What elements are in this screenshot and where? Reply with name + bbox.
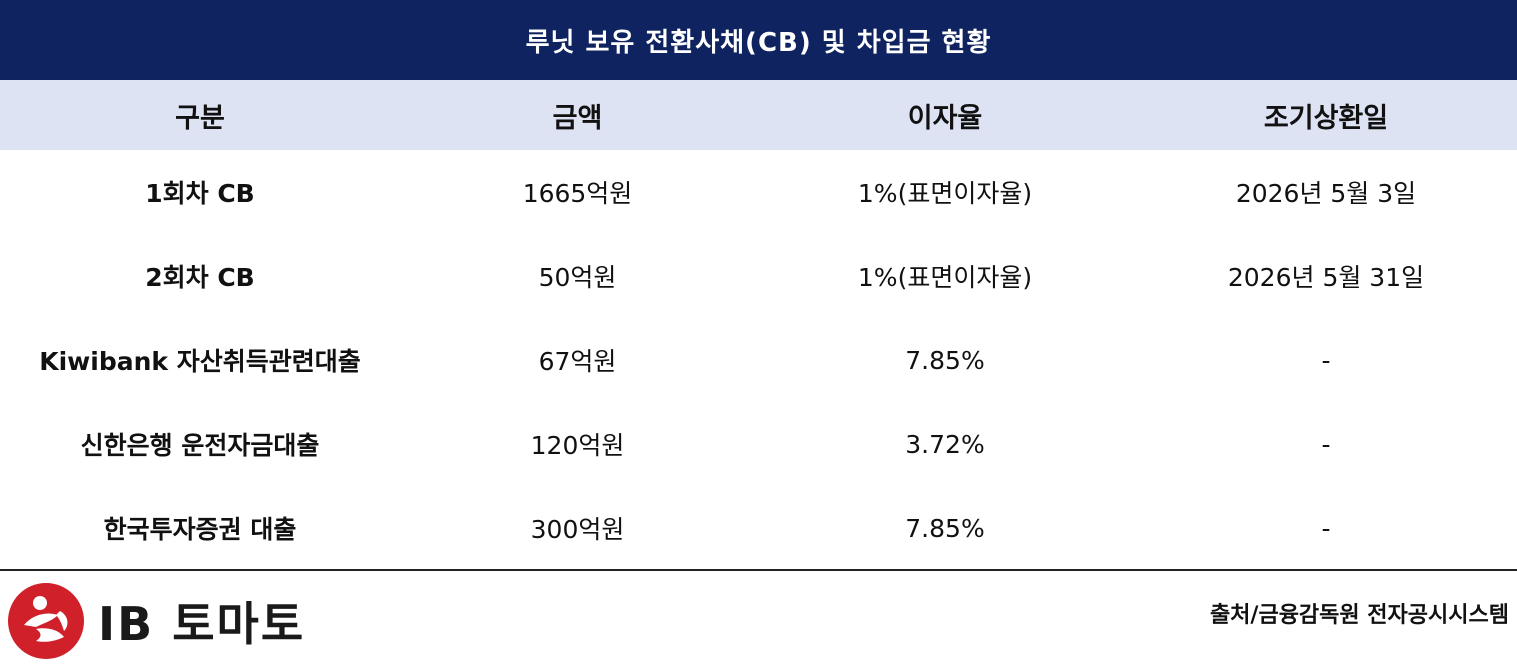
ib-tomato-logo-icon <box>8 583 84 659</box>
table-row: 2회차 CB 50억원 1%(표면이자율) 2026년 5월 31일 <box>0 234 1517 318</box>
table-header-row: 구분 금액 이자율 조기상환일 <box>0 80 1517 150</box>
header-amount: 금액 <box>552 102 603 134</box>
table-row: 1회차 CB 1665억원 1%(표면이자율) 2026년 5월 3일 <box>0 150 1517 234</box>
row-rate: 1%(표면이자율) <box>857 263 1033 292</box>
row-date: 2026년 5월 3일 <box>1235 179 1417 208</box>
table-body: 1회차 CB 1665억원 1%(표면이자율) 2026년 5월 3일 2회차 … <box>0 150 1517 570</box>
row-date: 2026년 5월 31일 <box>1227 263 1425 292</box>
row-amount: 1665억원 <box>522 179 633 208</box>
row-date: - <box>1321 513 1331 543</box>
table-title-bar: 루닛 보유 전환사채(CB) 및 차입금 현황 <box>0 0 1517 80</box>
row-rate: 3.72% <box>905 429 985 459</box>
row-amount: 50억원 <box>538 263 617 292</box>
row-name: Kiwibank 자산취득관련대출 <box>39 347 361 376</box>
table-row: 신한은행 운전자금대출 120억원 3.72% - <box>0 402 1517 486</box>
row-date: - <box>1321 345 1331 375</box>
row-rate: 1%(표면이자율) <box>857 179 1033 208</box>
header-early-redemption-date: 조기상환일 <box>1263 102 1389 134</box>
row-rate: 7.85% <box>905 345 985 375</box>
row-date: - <box>1321 429 1331 459</box>
row-amount: 120억원 <box>530 431 625 460</box>
table-row: Kiwibank 자산취득관련대출 67억원 7.85% - <box>0 318 1517 402</box>
row-name: 1회차 CB <box>145 179 255 208</box>
table-row: 한국투자증권 대출 300억원 7.85% - <box>0 486 1517 570</box>
table-title: 루닛 보유 전환사채(CB) 및 차입금 현황 <box>525 27 992 58</box>
header-category: 구분 <box>175 102 225 134</box>
row-name: 2회차 CB <box>145 263 255 292</box>
row-rate: 7.85% <box>905 513 985 543</box>
row-name: 한국투자증권 대출 <box>103 515 297 544</box>
header-interest-rate: 이자율 <box>907 102 983 134</box>
row-name: 신한은행 운전자금대출 <box>80 431 320 460</box>
row-amount: 300억원 <box>530 515 625 544</box>
footer-divider <box>0 569 1517 571</box>
footer: IB 토마토 출처/금융감독원 전자공시시스템 <box>0 571 1517 664</box>
row-amount: 67억원 <box>538 347 617 376</box>
source-caption: 출처/금융감독원 전자공시시스템 <box>1209 603 1509 628</box>
ib-tomato-logo: IB 토마토 <box>6 579 336 663</box>
ib-tomato-logo-text: IB 토마토 <box>98 597 306 651</box>
